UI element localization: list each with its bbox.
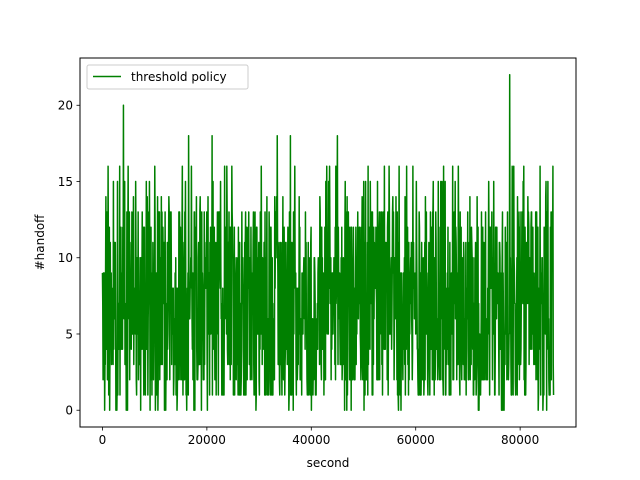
legend-box	[86, 64, 249, 90]
x-tick-label: 80000	[501, 433, 539, 447]
x-axis: 0 20000 40000 60000 80000	[99, 427, 539, 447]
y-axis: 0 5 10 15 20	[58, 99, 80, 418]
plot-frame	[79, 57, 577, 428]
x-axis-label: second	[307, 456, 350, 470]
y-tick-label: 10	[58, 251, 73, 265]
legend-label-threshold-policy: threshold policy	[131, 70, 227, 84]
y-tick-label: 0	[65, 404, 73, 418]
y-tick-label: 15	[58, 175, 73, 189]
series-line	[101, 74, 555, 411]
x-tick-label: 20000	[188, 433, 226, 447]
y-tick-label: 5	[65, 327, 73, 341]
plot-area	[79, 57, 577, 428]
legend: threshold policy	[86, 64, 249, 90]
x-tick-label: 40000	[292, 433, 330, 447]
series-threshold-policy	[101, 74, 555, 411]
y-tick-label: 20	[58, 99, 73, 113]
x-tick-label: 0	[99, 433, 107, 447]
x-tick-label: 60000	[397, 433, 435, 447]
y-axis-label: #handoff	[33, 214, 47, 271]
